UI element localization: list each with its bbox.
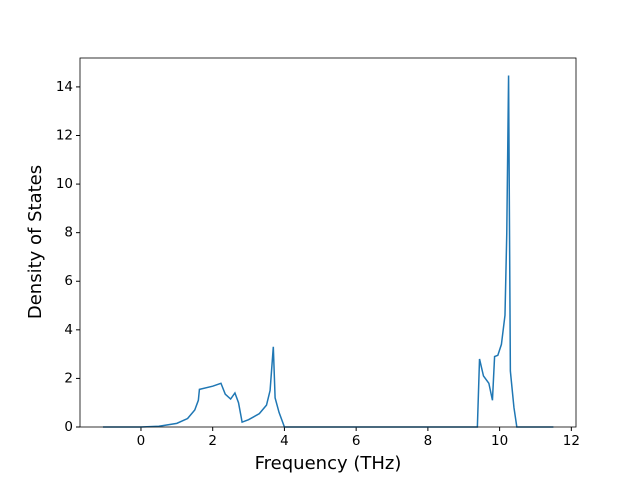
x-tick-label: 4 (280, 433, 289, 449)
x-axis-label: Frequency (THz) (255, 453, 402, 474)
x-tick-label: 0 (137, 433, 146, 449)
x-tick-label: 6 (352, 433, 361, 449)
y-tick-label: 12 (56, 127, 73, 143)
y-tick-label: 0 (64, 419, 73, 435)
line (102, 75, 554, 428)
y-tick-label: 4 (64, 322, 73, 338)
y-tick-label: 6 (64, 273, 73, 289)
y-tick-label: 2 (64, 370, 73, 386)
y-tick-label: 10 (56, 176, 73, 192)
y-tick-label: 8 (64, 225, 73, 241)
x-tick-label: 8 (424, 433, 433, 449)
y-tick-label: 14 (56, 79, 73, 95)
x-tick-label: 2 (208, 433, 217, 449)
x-tick-label: 12 (563, 433, 580, 449)
y-axis-label: Density of States (25, 165, 46, 319)
x-tick-label: 10 (491, 433, 508, 449)
plot-frame (79, 57, 577, 428)
